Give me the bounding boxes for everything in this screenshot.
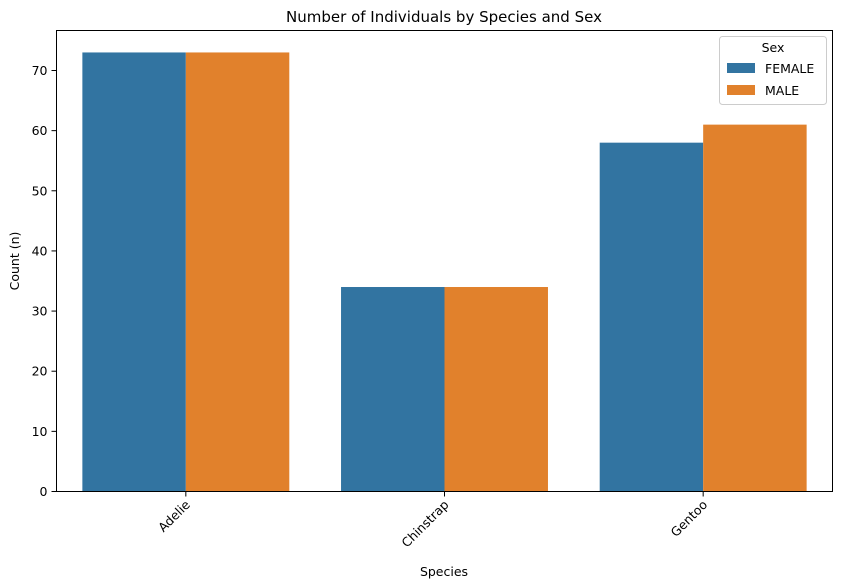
- y-tick-label: 0: [40, 484, 48, 499]
- x-axis-label: Species: [420, 564, 468, 579]
- bar-gentoo-male: [703, 124, 807, 492]
- bar-adelie-male: [185, 52, 290, 492]
- bar-gentoo-female: [599, 142, 704, 492]
- x-tick-label-adelie: Adelie: [155, 497, 193, 535]
- bar-chinstrap-female: [341, 287, 445, 492]
- y-tick-label: 70: [32, 63, 48, 78]
- y-ticks-group: 0 10 20 30 40 50 60 70: [32, 63, 57, 499]
- x-ticks-group: Adelie Chinstrap Gentoo: [155, 491, 711, 550]
- legend-swatch-male: [727, 85, 755, 95]
- bars-group: [82, 52, 807, 492]
- legend-title: Sex: [762, 40, 785, 55]
- y-axis-label: Count (n): [7, 232, 22, 291]
- y-tick-label: 30: [32, 304, 48, 319]
- y-tick-label: 40: [32, 243, 48, 258]
- legend-label-female: FEMALE: [765, 61, 814, 76]
- y-tick-label: 10: [32, 424, 48, 439]
- legend-swatch-female: [727, 63, 755, 73]
- plot-frame: [56, 30, 833, 492]
- chart-title: Number of Individuals by Species and Sex: [286, 8, 602, 26]
- bar-chinstrap-male: [444, 287, 548, 492]
- bar-adelie-female: [82, 52, 186, 492]
- y-tick-label: 20: [32, 364, 48, 379]
- y-tick-label: 50: [32, 183, 48, 198]
- y-tick-label: 60: [32, 123, 48, 138]
- x-tick-label-chinstrap: Chinstrap: [398, 497, 451, 550]
- x-tick-label-gentoo: Gentoo: [668, 497, 711, 540]
- legend: Sex FEMALE MALE: [719, 36, 827, 105]
- legend-label-male: MALE: [765, 83, 799, 98]
